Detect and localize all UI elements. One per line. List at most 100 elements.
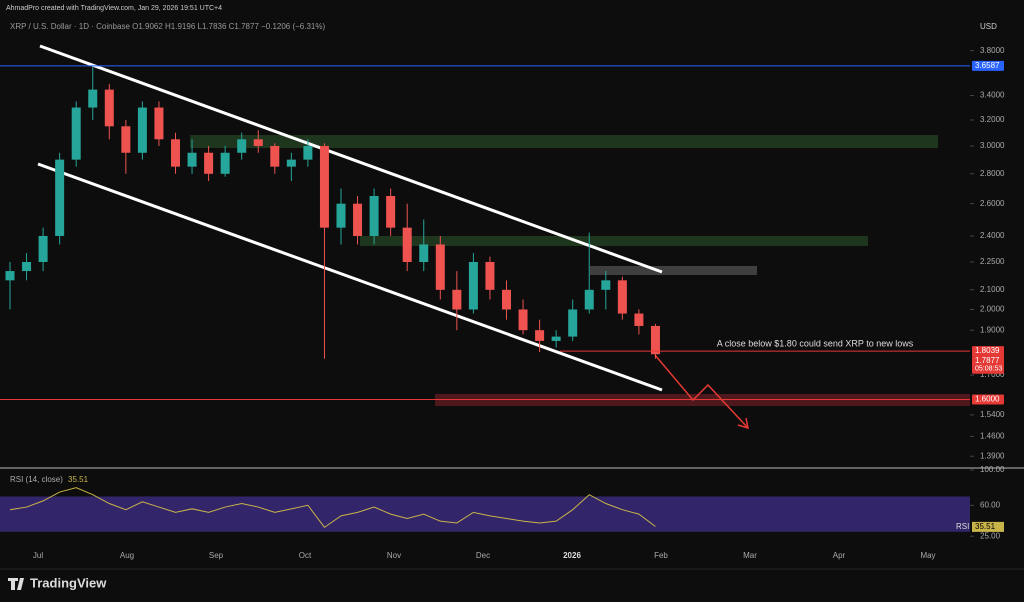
candle-body (369, 196, 379, 236)
rsi-tick-label: 60.00 (980, 500, 1001, 509)
currency: USD (980, 22, 997, 31)
candle-body (5, 271, 15, 281)
x-tick-label: Sep (209, 551, 224, 560)
logo: TradingView (30, 575, 107, 590)
rsi-tag (972, 521, 1004, 532)
price-tag (972, 394, 1004, 405)
candle-body (650, 325, 660, 355)
candle-body (220, 152, 230, 174)
candle-body (634, 313, 644, 326)
rsi-tick-label: 25.00 (980, 531, 1001, 540)
y-tick-label: 2.6000 (980, 199, 1005, 208)
rsi-tick-label: 100.00 (980, 465, 1005, 474)
candle-body (435, 244, 445, 290)
x-tick-label: Aug (120, 551, 134, 560)
rsi-tag-label: RSI (956, 522, 969, 531)
candle-body (419, 244, 429, 262)
x-tick-label: Dec (476, 551, 490, 560)
candle-body (584, 289, 594, 310)
channel-top (39, 44, 663, 274)
x-tick-label: Jul (33, 551, 43, 560)
x-tick-label: 2026 (563, 551, 581, 560)
price-tag (972, 60, 1004, 71)
drawings (37, 44, 970, 430)
candle-body (402, 227, 412, 262)
y-tick-label: 3.4000 (980, 91, 1005, 100)
candle-body (137, 107, 147, 153)
candle-body (386, 196, 396, 228)
candle-body (286, 159, 296, 167)
credit: AhmadPro created with TradingView.com, J… (6, 5, 222, 12)
candle-body (319, 145, 329, 228)
candle-body (617, 280, 627, 314)
symbol-info: XRP / U.S. Dollar · 1D · Coinbase O1.906… (10, 22, 325, 31)
candle-body (270, 145, 280, 167)
y-tick-label: 3.8000 (980, 46, 1005, 55)
x-tick-label: Apr (833, 551, 846, 560)
candle-body (535, 330, 545, 341)
candle-body (336, 203, 346, 228)
support-zone (435, 394, 970, 406)
x-tick-label: Feb (654, 551, 668, 560)
resistance-zone (360, 236, 868, 246)
y-tick-label: 1.9000 (980, 325, 1005, 334)
candle-body (88, 89, 98, 108)
x-tick-label: Nov (387, 551, 401, 560)
candle-body (154, 107, 164, 140)
y-tick-label: 3.2000 (980, 115, 1005, 124)
price-tag-label: 1.8039 (975, 346, 1000, 355)
y-tick-label: 2.8000 (980, 169, 1005, 178)
y-tick-label: 3.0000 (980, 141, 1005, 150)
candle-body (502, 289, 511, 310)
channel-bottom (37, 162, 663, 392)
last-price: 1.7877 (975, 356, 1000, 365)
rsi-tag-value: 35.51 (975, 522, 996, 531)
x-tick-label: Oct (299, 551, 312, 560)
candle-body (452, 289, 462, 310)
annotation: A close below $1.80 could send XRP to ne… (717, 338, 914, 348)
rsi-line (9, 487, 656, 529)
y-tick-label: 2.1000 (980, 285, 1005, 294)
logo-icon (8, 578, 24, 590)
candle-body (518, 309, 528, 331)
candle-body (253, 139, 263, 146)
candle-body (353, 203, 363, 236)
y-tick-label: 2.4000 (980, 231, 1005, 240)
y-tick-label: 1.3900 (980, 451, 1005, 460)
candle-body (71, 107, 81, 160)
last-price-tag (972, 355, 1004, 374)
candle-body (55, 159, 65, 236)
candle-body (551, 336, 561, 341)
x-tick-label: Mar (743, 551, 757, 560)
y-tick-label: 1.7000 (980, 370, 1005, 379)
y-tick-label: 1.5400 (980, 410, 1005, 419)
candle-body (204, 152, 214, 174)
rsi-band (0, 496, 970, 532)
candle-body (187, 152, 197, 167)
candle-body (171, 139, 180, 167)
price-tag-label: 1.6000 (975, 395, 1000, 404)
rsi-title-value: 35.51 (68, 475, 89, 484)
countdown: 05:08:53 (975, 366, 1002, 373)
candle-body (121, 126, 131, 153)
rsi-title: RSI (14, close) (10, 475, 63, 484)
y-tick-label: 1.4600 (980, 432, 1005, 441)
candle-body (568, 309, 578, 337)
candle-body (485, 261, 495, 290)
resistance-zone (190, 135, 938, 148)
arrow-head (737, 417, 749, 430)
gray-zone (590, 266, 757, 275)
candle-body (601, 280, 611, 290)
y-tick-label: 2.2500 (980, 257, 1005, 266)
projection-arrow (654, 354, 749, 429)
candle-body (22, 261, 32, 272)
y-tick-label: 2.0000 (980, 305, 1005, 314)
candle-body (237, 139, 247, 153)
price-tag-label: 3.6587 (975, 61, 1000, 70)
candle-body (104, 89, 114, 127)
candle-body (303, 145, 313, 160)
x-tick-label: May (920, 551, 935, 560)
candle-body (38, 235, 48, 262)
candle-body (468, 261, 478, 310)
